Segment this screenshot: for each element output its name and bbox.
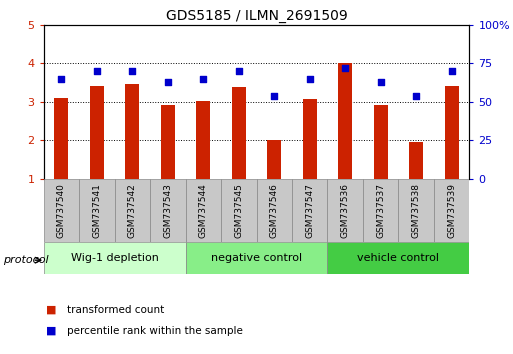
Bar	[221, 179, 256, 242]
Point	[164, 79, 172, 85]
Text: GSM737541: GSM737541	[92, 183, 102, 238]
Point	[306, 76, 314, 81]
Bar	[363, 179, 399, 242]
Bar	[399, 179, 434, 242]
Text: GSM737545: GSM737545	[234, 183, 243, 238]
Point	[93, 68, 101, 74]
Point	[377, 79, 385, 85]
Text: GSM737547: GSM737547	[305, 183, 314, 238]
Point	[234, 68, 243, 74]
Bar	[114, 179, 150, 242]
Point	[412, 93, 420, 98]
Text: GSM737539: GSM737539	[447, 183, 456, 238]
Bar	[445, 86, 459, 179]
Bar	[434, 179, 469, 242]
Bar	[44, 242, 186, 274]
Text: Wig-1 depletion: Wig-1 depletion	[71, 253, 159, 263]
Text: GSM737537: GSM737537	[376, 183, 385, 238]
Text: GSM737540: GSM737540	[57, 183, 66, 238]
Point	[57, 76, 66, 81]
Bar	[409, 142, 423, 179]
Text: GSM737544: GSM737544	[199, 183, 208, 238]
Bar	[54, 98, 68, 179]
Text: GSM737546: GSM737546	[270, 183, 279, 238]
Bar	[90, 86, 104, 179]
Bar	[186, 179, 221, 242]
Bar	[327, 179, 363, 242]
Text: GDS5185 / ILMN_2691509: GDS5185 / ILMN_2691509	[166, 9, 347, 23]
Text: ■: ■	[46, 305, 56, 315]
Bar	[267, 139, 281, 179]
Text: GSM737542: GSM737542	[128, 183, 137, 238]
Bar	[373, 105, 388, 179]
Text: vehicle control: vehicle control	[358, 253, 440, 263]
Text: GSM737538: GSM737538	[411, 183, 421, 238]
Point	[447, 68, 456, 74]
Point	[199, 76, 207, 81]
Text: percentile rank within the sample: percentile rank within the sample	[67, 326, 243, 336]
Bar	[79, 179, 114, 242]
Point	[270, 93, 279, 98]
Point	[128, 68, 136, 74]
Text: GSM737536: GSM737536	[341, 183, 350, 238]
Bar	[125, 85, 140, 179]
Text: transformed count: transformed count	[67, 305, 164, 315]
Bar	[292, 179, 327, 242]
Bar	[196, 101, 210, 179]
Bar	[338, 63, 352, 179]
Bar	[303, 99, 317, 179]
Text: protocol: protocol	[3, 255, 48, 265]
Bar	[256, 179, 292, 242]
Bar	[161, 105, 175, 179]
Bar	[232, 87, 246, 179]
Text: negative control: negative control	[211, 253, 302, 263]
Text: GSM737543: GSM737543	[163, 183, 172, 238]
Bar	[327, 242, 469, 274]
Point	[341, 65, 349, 71]
Bar	[186, 242, 327, 274]
Text: ■: ■	[46, 326, 56, 336]
Bar	[150, 179, 186, 242]
Bar	[44, 179, 79, 242]
